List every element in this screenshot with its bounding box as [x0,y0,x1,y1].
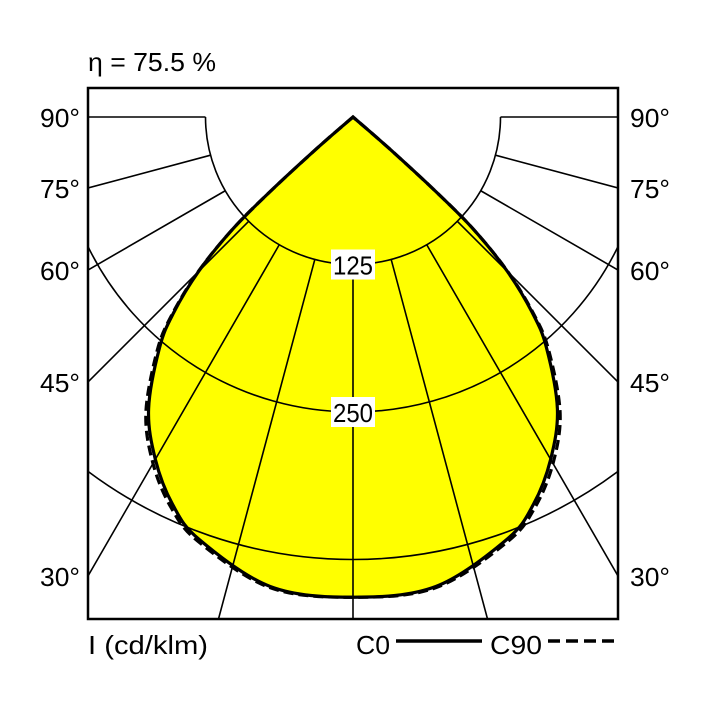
ring-label-bg [331,397,375,427]
angle-label-right-90: 90° [630,103,670,133]
legend-c0-label: C0 [356,630,390,660]
chart-title: η = 75.5 % [88,47,216,77]
radial-gridline-15-right [390,259,489,619]
legend-c90-label: C90 [490,630,542,660]
angle-label-right-75: 75° [630,174,670,204]
ring-label-250: 250 [333,398,373,428]
radial-gridline-30-left [88,244,280,577]
ring-label-bg [331,249,375,280]
angle-label-left-60: 60° [40,256,80,286]
angle-label-left-30: 30° [40,562,80,592]
angle-label-right-60: 60° [630,256,670,286]
angle-label-right-30: 30° [630,562,670,592]
unit-label: I (cd/klm) [88,630,208,660]
angle-label-left-45: 45° [40,368,80,398]
curve-c90 [144,114,562,599]
plot-frame [86,86,620,621]
angle-label-right-45: 45° [630,368,670,398]
radial-gridline-75-right [495,154,618,189]
ring-label-125: 125 [333,251,373,281]
radial-gridline-45-left [88,220,250,383]
radial-gridline-15-left [217,259,316,619]
ring-gridline-375 [88,470,618,561]
radial-gridline-60-left [88,190,226,271]
radial-gridline-60-right [480,190,618,271]
angle-label-left-75: 75° [40,174,80,204]
radial-gridline-45-right [456,220,618,383]
angle-label-left-90: 90° [40,103,80,133]
radial-gridline-30-right [426,244,618,577]
radial-gridline-75-left [88,154,211,189]
